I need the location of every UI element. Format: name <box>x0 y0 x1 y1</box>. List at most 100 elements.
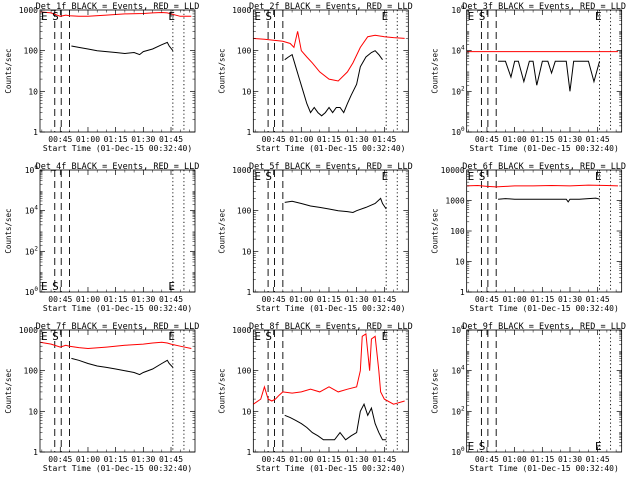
y-tick-label: 1000 <box>19 326 38 335</box>
chart-title: Det_3f BLACK = Events, RED = LLD <box>462 2 626 12</box>
x-tick-label: 01:45 <box>372 455 396 464</box>
x-tick-label: 01:15 <box>104 295 128 304</box>
event-marker-e: E <box>168 280 175 293</box>
x-tick-label: 00:45 <box>48 455 72 464</box>
x-tick-label: 01:30 <box>131 455 155 464</box>
x-tick-label: 01:30 <box>131 135 155 144</box>
y-tick-label: 102 <box>451 405 465 416</box>
y-tick-label: 100 <box>451 446 465 457</box>
y-tick-label: 100 <box>237 47 252 56</box>
y-tick-label: 100 <box>24 367 39 376</box>
y-axis-label: Counts/sec <box>431 48 440 93</box>
chart-panel-7: Det_7f BLACK = Events, RED = LLD 1 10 100 10… <box>4 322 199 473</box>
x-tick-label: 00:45 <box>475 135 499 144</box>
chart-title: Det_7f BLACK = Events, RED = LLD <box>36 322 200 332</box>
event-marker-e: E <box>41 280 48 293</box>
x-axis-label: Start Time (01-Dec-15 00:32:40) <box>43 144 192 153</box>
y-tick-label: 106 <box>451 324 465 335</box>
events-rate-line <box>498 60 601 92</box>
chart-panel-5: Det_5f BLACK = Events, RED = LLD 1 10 100 10… <box>217 162 412 313</box>
x-tick-label: 01:30 <box>345 295 369 304</box>
event-marker-e: E <box>168 10 175 23</box>
y-tick-label: 10 <box>242 87 252 96</box>
y-tick-label: 10 <box>455 258 465 267</box>
x-tick-label: 01:15 <box>530 455 554 464</box>
lld-rate-line <box>253 31 405 82</box>
x-tick-label: 01:00 <box>289 295 313 304</box>
chart-title: Det_1f BLACK = Events, RED = LLD <box>36 2 200 12</box>
chart-panel-3: Det_3f BLACK = Events, RED = LLD 100 102 10… <box>431 2 626 153</box>
lld-rate-line <box>466 184 618 188</box>
plot-area <box>466 10 618 132</box>
y-tick-label: 10000 <box>441 166 465 175</box>
y-tick-label: 1 <box>247 128 252 137</box>
x-tick-label: 01:00 <box>289 135 313 144</box>
plot-area <box>480 330 612 452</box>
chart-title: Det_8f BLACK = Events, RED = LLD <box>249 322 413 332</box>
plot-area <box>253 10 405 132</box>
y-axis-label: Counts/sec <box>4 208 13 253</box>
event-marker-e: E <box>41 10 48 23</box>
x-tick-label: 01:00 <box>503 455 527 464</box>
plot-frame <box>252 169 409 293</box>
chart-panel-9: Det_9f BLACK = Events, RED = LLD 100 102 10… <box>431 322 626 473</box>
y-axis-label: Counts/sec <box>217 208 226 253</box>
plot-area <box>253 330 405 452</box>
event-marker-s: S <box>52 10 59 23</box>
y-tick-label: 1000 <box>19 6 38 15</box>
y-tick-label: 104 <box>451 45 465 56</box>
x-tick-label: 00:45 <box>262 455 286 464</box>
x-axis-label: Start Time (01-Dec-15 00:32:40) <box>256 304 405 313</box>
events-rate-line <box>284 402 387 441</box>
x-tick-label: 01:15 <box>317 455 341 464</box>
plot-frame <box>39 169 196 293</box>
x-tick-label: 01:30 <box>131 295 155 304</box>
lld-rate-line <box>253 333 405 405</box>
y-tick-label: 1 <box>247 288 252 297</box>
event-marker-s: S <box>52 280 59 293</box>
plot-frame <box>39 329 196 453</box>
x-tick-label: 01:45 <box>159 295 183 304</box>
plot-area <box>40 330 192 452</box>
x-tick-label: 01:45 <box>159 455 183 464</box>
event-marker-e: E <box>254 10 261 23</box>
y-tick-label: 1000 <box>232 326 251 335</box>
chart-title: Det_5f BLACK = Events, RED = LLD <box>249 162 413 172</box>
event-marker-e: E <box>468 170 475 183</box>
event-marker-e: E <box>41 330 48 343</box>
event-marker-e: E <box>382 10 389 23</box>
y-tick-label: 1000 <box>445 197 464 206</box>
event-marker-s: S <box>479 10 486 23</box>
events-rate-line <box>284 197 387 214</box>
y-tick-label: 100 <box>450 227 465 236</box>
events-rate-line <box>498 197 600 203</box>
y-tick-label: 106 <box>451 4 465 15</box>
x-axis-label: Start Time (01-Dec-15 00:32:40) <box>43 464 192 473</box>
chart-panel-6: Det_6f BLACK = Events, RED = LLD 1 10 100 10… <box>431 162 626 313</box>
y-tick-label: 1 <box>247 448 252 457</box>
x-axis-label: Start Time (01-Dec-15 00:32:40) <box>256 464 405 473</box>
chart-title: Det_4f BLACK = Events, RED = LLD <box>36 162 200 172</box>
y-tick-label: 104 <box>451 365 465 376</box>
x-tick-label: 00:45 <box>262 135 286 144</box>
y-tick-label: 100 <box>237 207 252 216</box>
event-marker-s: S <box>479 440 486 453</box>
x-tick-label: 01:15 <box>104 135 128 144</box>
y-tick-label: 1000 <box>232 6 251 15</box>
x-tick-label: 01:15 <box>317 295 341 304</box>
events-rate-line <box>71 357 174 376</box>
x-tick-label: 01:00 <box>503 295 527 304</box>
y-axis-label: Counts/sec <box>4 368 13 413</box>
event-marker-e: E <box>382 170 389 183</box>
event-marker-e: E <box>595 170 602 183</box>
event-marker-e: E <box>168 330 175 343</box>
x-tick-label: 01:00 <box>289 455 313 464</box>
event-marker-e: E <box>468 440 475 453</box>
chart-title: Det_9f BLACK = Events, RED = LLD <box>462 322 626 332</box>
plot-frame <box>466 329 623 453</box>
plot-area <box>40 10 192 132</box>
x-tick-label: 00:45 <box>48 135 72 144</box>
event-marker-s: S <box>479 170 486 183</box>
y-tick-label: 10 <box>28 87 38 96</box>
